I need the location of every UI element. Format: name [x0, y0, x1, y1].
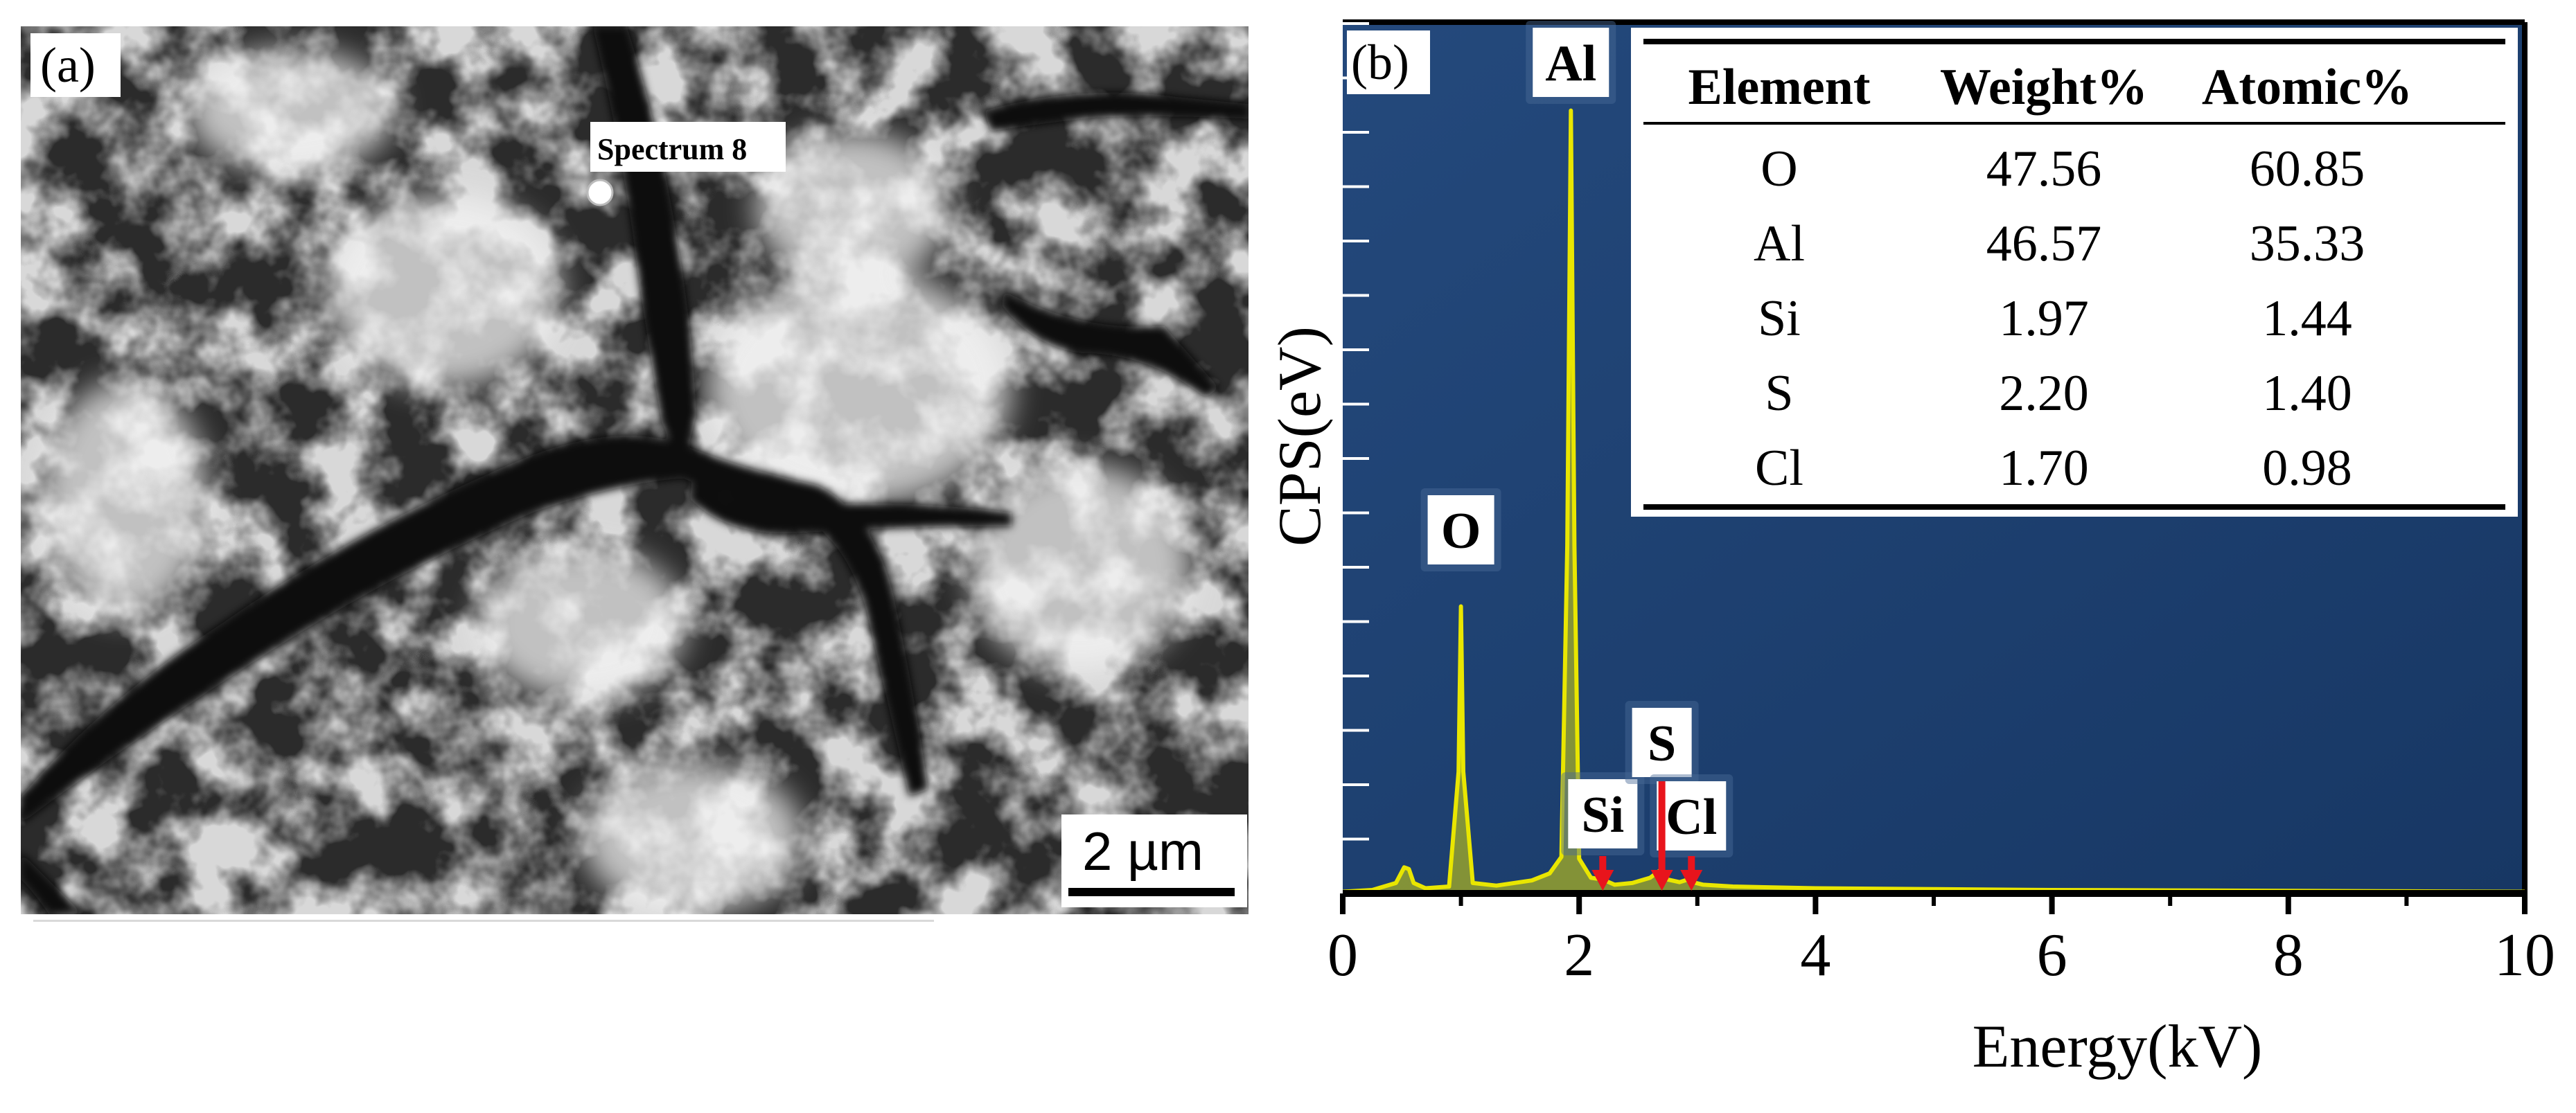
table-cell: Si [1758, 290, 1801, 347]
table-cell: 1.40 [2262, 365, 2352, 422]
table-header-cell: Atomic% [2202, 59, 2412, 116]
panel-b-label: (b) [1351, 35, 1409, 90]
table-cell: 0.98 [2262, 440, 2352, 497]
peak-label-si: Si [1581, 787, 1624, 844]
table-header-cell: Element [1688, 59, 1870, 116]
peak-label-s: S [1648, 715, 1676, 772]
scale-bar [1068, 888, 1235, 896]
spot-label-box [590, 122, 786, 172]
peak-label-box [1657, 781, 1727, 851]
panel-b-label-box [1347, 30, 1430, 94]
table-cell: 47.56 [1986, 141, 2102, 197]
table-cell: Cl [1755, 440, 1803, 497]
peak-label-box [1533, 28, 1609, 97]
x-tick-label: 2 [1564, 922, 1594, 989]
x-axis: 0 2 4 6 8 10 [1327, 893, 2555, 989]
spot-label: Spectrum 8 [597, 132, 747, 166]
x-tick-label: 0 [1327, 922, 1358, 989]
x-tick-label: 6 [2037, 922, 2067, 989]
peak-label-al: Al [1545, 35, 1596, 92]
peak-label-box [1427, 495, 1494, 564]
table-cell: Al [1754, 215, 1805, 272]
scale-bar-label: 2 µm [1082, 821, 1203, 882]
arrow-si-head [1591, 870, 1614, 891]
peak-label-box [1632, 708, 1692, 777]
x-tick-label: 4 [1800, 922, 1830, 989]
table-cell: 1.70 [1999, 440, 2089, 497]
arrow-cl-head [1680, 870, 1703, 891]
table-cell: O [1761, 141, 1797, 197]
x-axis-label: Energy(kV) [1973, 1013, 2263, 1080]
table-cell: 46.57 [1986, 215, 2102, 272]
table-background [1631, 28, 2518, 517]
spectrum-fill [1343, 110, 2525, 893]
panel-a-label-box [30, 33, 121, 97]
table-cell: 2.20 [1999, 365, 2089, 422]
table-cell: 1.97 [1999, 290, 2089, 347]
x-tick-label: 8 [2273, 922, 2304, 989]
peak-labels: O Al Si S Cl [1420, 21, 1733, 891]
peak-label-box [1568, 779, 1638, 848]
table-cell: 35.33 [2250, 215, 2365, 272]
panel-a-label: (a) [40, 37, 96, 93]
table-cell: 1.44 [2262, 290, 2352, 347]
table-cell: S [1765, 365, 1793, 422]
x-tick-label: 10 [2494, 922, 2555, 989]
table-cell: 60.85 [2250, 141, 2365, 197]
peak-label-o: O [1441, 503, 1481, 560]
image-bottom-line [33, 920, 934, 922]
composition-table: Element Weight% Atomic% O 47.56 60.85 Al 46.57 3… [1631, 28, 2518, 517]
panel-a: (a) Spectrum 8 2 µm [21, 26, 1249, 922]
sem-image [21, 26, 1249, 914]
y-axis-label: CPS(eV) [1267, 326, 1334, 546]
peak-label-cl: Cl [1666, 789, 1717, 846]
spectrum-line [1343, 108, 2525, 893]
arrow-s-head [1650, 870, 1673, 891]
spectrum-spot-marker [586, 179, 614, 206]
table-header-cell: Weight% [1940, 59, 2148, 116]
crack-network [21, 26, 1249, 914]
